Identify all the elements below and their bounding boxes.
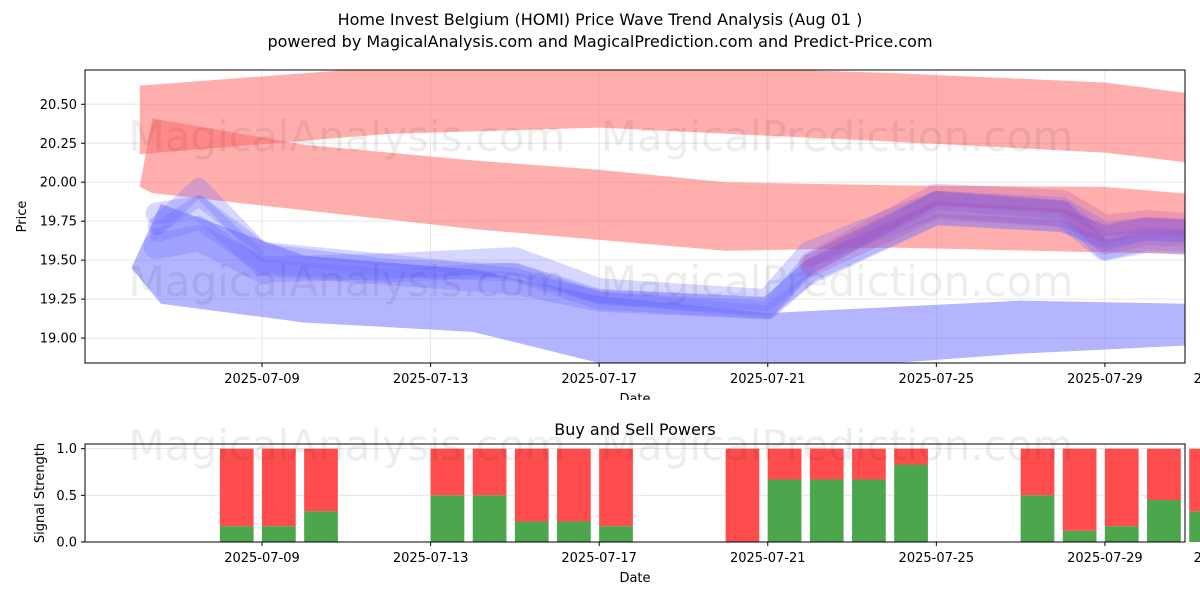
watermark-text: MagicalPrediction.com: [601, 112, 1074, 161]
chart-subtitle: powered by MagicalAnalysis.com and Magic…: [267, 32, 933, 51]
sell-power-bar: [1104, 448, 1139, 527]
x-tick-label: 2025-07-17: [561, 372, 637, 387]
sell-power-bar: [725, 448, 760, 542]
sell-power-bar: [599, 448, 633, 527]
power-y-axis-label: Signal Strength: [33, 443, 48, 543]
watermark-text: MagicalAnalysis.com: [129, 257, 566, 306]
x-tick-label: 2025-07-17: [561, 551, 637, 566]
x-tick-label: 2025-07-13: [393, 372, 469, 387]
buy-power-bar: [894, 464, 928, 542]
sell-power-bar: [472, 448, 507, 496]
buy-power-bar: [472, 495, 507, 542]
sell-power-bar: [809, 448, 844, 480]
wave-line: [149, 190, 1185, 311]
watermark-text: MagicalAnalysis.com: [129, 112, 566, 161]
sell-power-bar: [262, 448, 296, 527]
wave-overlap-line: [798, 183, 1185, 275]
buy-power-bar: [430, 495, 465, 542]
sell-power-bar: [1147, 448, 1181, 500]
x-tick-label: 2025-08-01: [1194, 551, 1200, 566]
sell-power-bar: [1189, 448, 1200, 512]
middle-red-band: [139, 118, 1185, 254]
buy-sell-power-chart: MagicalAnalysis.com MagicalPrediction.com…: [33, 420, 1200, 586]
x-tick-label: 2025-07-29: [1067, 551, 1143, 566]
buy-power-bar: [1147, 500, 1181, 542]
power-x-axis-label: Date: [619, 571, 650, 586]
chart-title: Home Invest Belgium (HOMI) Price Wave Tr…: [337, 10, 863, 29]
price-y-axis-label: Price: [15, 201, 30, 233]
sell-power-bar: [894, 448, 928, 465]
x-tick-label: 2025-07-21: [730, 372, 806, 387]
buy-power-bar: [1189, 511, 1200, 542]
watermark-text: MagicalPrediction.com: [601, 257, 1074, 306]
wave-line: [143, 191, 1185, 316]
buy-power-bar: [599, 526, 633, 542]
wave-overlap-line: [802, 190, 1185, 268]
y-tick-label: 19.25: [40, 293, 77, 308]
sell-power-bar: [557, 448, 591, 522]
sell-power-bar: [219, 448, 254, 527]
sell-power-bar: [430, 448, 465, 496]
buy-power-bar: [1062, 530, 1097, 542]
wave-line: [147, 177, 1185, 320]
price-x-axis-label: Date: [619, 392, 650, 400]
x-tick-label: 2025-07-29: [1067, 372, 1143, 387]
x-tick-label: 2025-07-25: [899, 372, 975, 387]
y-tick-label: 19.50: [40, 254, 77, 269]
buy-power-bar: [219, 526, 254, 542]
buy-power-bar: [262, 526, 296, 542]
buy-power-bar: [767, 479, 802, 542]
watermark-text: MagicalPrediction.com: [601, 421, 1074, 470]
price-wave-chart: MagicalAnalysis.com MagicalPrediction.com…: [15, 69, 1200, 400]
y-tick-label: 20.00: [40, 176, 77, 191]
buy-power-bar: [852, 479, 886, 542]
y-tick-label: 0.5: [56, 489, 77, 504]
x-tick-label: 2025-07-09: [224, 551, 300, 566]
y-tick-label: 19.75: [40, 215, 77, 230]
y-tick-label: 1.0: [56, 442, 77, 457]
y-tick-label: 19.00: [40, 332, 77, 347]
sell-power-bar: [514, 448, 549, 522]
sell-power-bar: [304, 448, 338, 512]
sell-power-bar: [852, 448, 886, 480]
y-tick-label: 20.25: [40, 137, 77, 152]
y-tick-label: 20.50: [40, 98, 77, 113]
x-tick-label: 2025-07-25: [899, 551, 975, 566]
buy-power-bar: [514, 521, 549, 542]
x-tick-label: 2025-07-21: [730, 551, 806, 566]
buy-power-bar: [1104, 526, 1139, 542]
buy-power-bar: [304, 511, 338, 542]
buy-power-bar: [557, 521, 591, 542]
buy-power-bar: [809, 479, 844, 542]
x-tick-label: 2025-07-13: [393, 551, 469, 566]
buy-power-bar: [1020, 495, 1055, 542]
wave-overlap-line: [800, 201, 1185, 277]
power-chart-title: Buy and Sell Powers: [554, 420, 716, 439]
x-tick-label: 2025-07-09: [224, 372, 300, 387]
sell-power-bar: [1020, 448, 1055, 496]
sell-power-bar: [1062, 448, 1097, 531]
upper-red-band: [139, 70, 1185, 163]
x-tick-label: 2025-08-01: [1194, 372, 1200, 387]
sell-power-bar: [767, 448, 802, 480]
watermark-text: MagicalAnalysis.com: [129, 421, 566, 470]
wave-line: [150, 194, 1185, 318]
lower-blue-band: [131, 204, 1185, 363]
wave-line: [145, 196, 1185, 320]
y-tick-label: 0.0: [56, 536, 77, 551]
